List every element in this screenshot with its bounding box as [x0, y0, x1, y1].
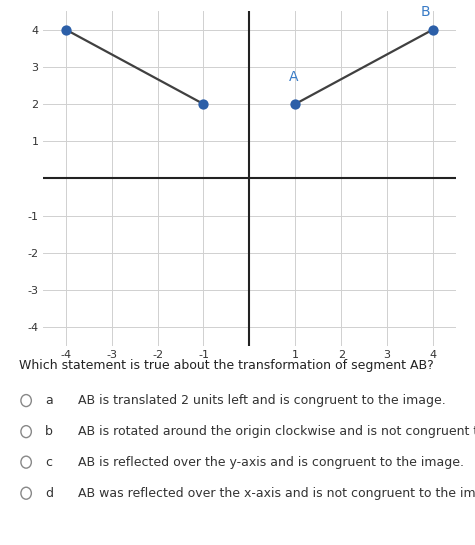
Text: Which statement is true about the transformation of segment AB?: Which statement is true about the transf…: [19, 359, 434, 372]
Text: AB is translated 2 units left and is congruent to the image.: AB is translated 2 units left and is con…: [78, 394, 446, 407]
Point: [292, 100, 299, 108]
Text: AB was reflected over the x-axis and is not congruent to the image.: AB was reflected over the x-axis and is …: [78, 487, 475, 500]
Text: b: b: [45, 425, 53, 438]
Text: B: B: [420, 5, 430, 19]
Point: [62, 25, 69, 34]
Text: d: d: [45, 487, 53, 500]
Text: A: A: [288, 70, 298, 83]
Point: [429, 25, 437, 34]
Text: AB is rotated around the origin clockwise and is not congruent to the image.: AB is rotated around the origin clockwis…: [78, 425, 475, 438]
Text: a: a: [45, 394, 53, 407]
Point: [200, 100, 207, 108]
Text: AB is reflected over the y-axis and is congruent to the image.: AB is reflected over the y-axis and is c…: [78, 456, 465, 469]
Text: c: c: [45, 456, 52, 469]
